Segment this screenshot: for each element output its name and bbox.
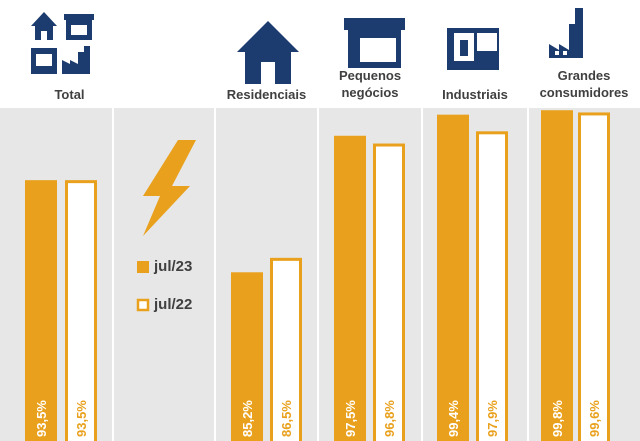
value-label: 97,9% xyxy=(485,400,500,437)
bar xyxy=(270,257,302,441)
bar xyxy=(65,180,97,441)
legend-label: jul/23 xyxy=(153,258,192,275)
value-label: 97,5% xyxy=(343,400,358,437)
value-label: 99,4% xyxy=(446,400,461,437)
value-label: 96,8% xyxy=(382,400,397,437)
bar xyxy=(541,110,573,441)
value-label: 93,5% xyxy=(34,400,49,437)
category-label: Residenciais xyxy=(226,87,307,102)
plot-background xyxy=(0,108,640,441)
bar xyxy=(476,131,508,441)
bar xyxy=(373,143,405,441)
category-label: Total xyxy=(54,87,85,102)
legend-swatch xyxy=(137,261,149,273)
column-dividers xyxy=(112,108,529,441)
legend-swatch xyxy=(136,298,150,312)
category-label: Pequenos negócios xyxy=(338,68,402,100)
value-label: 99,8% xyxy=(550,400,565,437)
bar xyxy=(437,114,469,441)
value-label: 86,5% xyxy=(279,400,294,437)
value-label: 99,6% xyxy=(587,400,602,437)
legend-label: jul/22 xyxy=(153,296,192,313)
bar xyxy=(25,180,57,441)
category-label: Industriais xyxy=(442,87,508,102)
lightning-icon xyxy=(143,140,196,236)
category-label: Grandes consumidores xyxy=(539,68,629,100)
value-label: 93,5% xyxy=(74,400,89,437)
bar xyxy=(334,135,366,441)
bar xyxy=(231,272,263,441)
icons xyxy=(31,8,583,84)
value-label: 85,2% xyxy=(240,400,255,437)
bar xyxy=(578,112,610,441)
